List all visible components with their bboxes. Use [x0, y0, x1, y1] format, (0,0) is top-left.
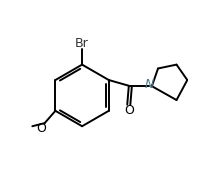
- Text: O: O: [124, 104, 134, 117]
- Text: Br: Br: [75, 37, 89, 50]
- Text: N: N: [145, 78, 154, 91]
- Text: O: O: [36, 122, 46, 135]
